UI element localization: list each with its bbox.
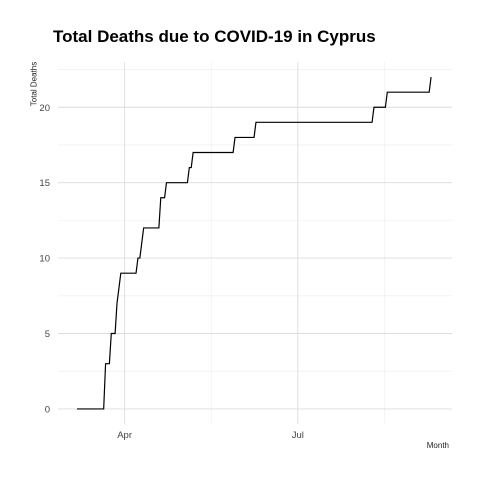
x-tick-label: Apr [117, 430, 132, 441]
y-tick-label: 15 [39, 178, 50, 189]
y-tick-label: 0 [45, 404, 50, 415]
y-tick-label: 5 [45, 329, 50, 340]
chart-title: Total Deaths due to COVID-19 in Cyprus [53, 27, 376, 46]
x-tick-label: Jul [292, 430, 304, 441]
y-tick-label: 10 [39, 254, 50, 265]
series-line [77, 77, 432, 410]
x-axis-label: Month [426, 441, 449, 450]
y-tick-label: 20 [39, 103, 50, 114]
